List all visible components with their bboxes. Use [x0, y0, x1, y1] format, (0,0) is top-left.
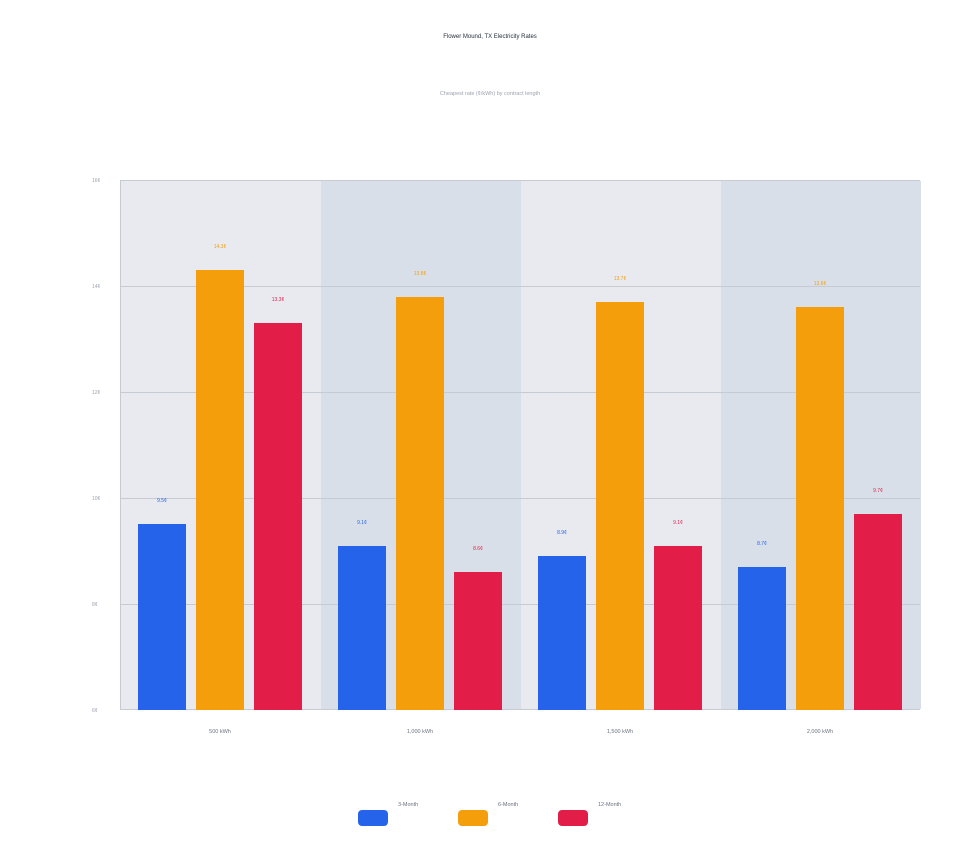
x-label-2000: 2,000 kWh — [806, 729, 834, 735]
bar-value-label: 13.6¢ — [813, 281, 827, 287]
legend-label: 6-Month — [498, 802, 519, 808]
bar-1500-6month — [596, 302, 644, 710]
bar-500-12month — [254, 323, 302, 710]
bar-500-6month — [196, 270, 244, 710]
gridline-10 — [121, 498, 920, 499]
y-tick-6: 6¢ — [92, 708, 98, 714]
bar-1500-12month — [654, 546, 702, 710]
bar-1500-3month — [538, 556, 586, 710]
legend-swatch-3month — [358, 810, 388, 826]
bar-1000-12month — [454, 572, 502, 710]
bar-value-label: 9.1¢ — [357, 520, 367, 526]
legend-label: 12-Month — [598, 802, 622, 808]
bar-value-label: 8.6¢ — [473, 546, 483, 552]
bar-value-label: 13.7¢ — [613, 276, 627, 282]
bar-value-label: 9.1¢ — [673, 520, 683, 526]
bar-value-label: 8.7¢ — [757, 541, 767, 547]
bar-value-label: 9.7¢ — [873, 488, 883, 494]
bar-1000-6month — [396, 297, 444, 710]
y-tick-12: 12¢ — [92, 390, 101, 396]
bar-value-label: 8.9¢ — [557, 530, 567, 536]
bar-value-label: 9.5¢ — [157, 498, 167, 504]
legend-label: 3-Month — [398, 802, 419, 808]
y-tick-8: 8¢ — [92, 602, 98, 608]
bar-2000-12month — [854, 514, 902, 710]
y-tick-16: 16¢ — [92, 178, 101, 184]
chart-title: Flower Mound, TX Electricity Rates — [443, 34, 537, 40]
gridline-8 — [121, 604, 920, 605]
x-label-1500: 1,500 kWh — [606, 729, 634, 735]
y-tick-10: 10¢ — [92, 496, 101, 502]
gridline-14 — [121, 286, 920, 287]
x-label-500: 500 kWh — [209, 729, 231, 735]
legend-swatch-12month — [558, 810, 588, 826]
bar-value-label: 14.3¢ — [213, 244, 227, 250]
bar-500-3month — [138, 524, 186, 710]
bar-2000-3month — [738, 567, 786, 710]
chart-subtitle: Cheapest rate (¢/kWh) by contract length — [439, 91, 541, 97]
bar-value-label: 13.3¢ — [271, 297, 285, 303]
bar-1000-3month — [338, 546, 386, 710]
legend-swatch-6month — [458, 810, 488, 826]
gridline-12 — [121, 392, 920, 393]
y-tick-14: 14¢ — [92, 284, 101, 290]
bar-2000-6month — [796, 307, 844, 710]
bar-value-label: 13.8¢ — [413, 271, 427, 277]
plot-area: 9.5¢ 14.3¢ 13.3¢ 9.1¢ 13.8¢ 8.6¢ 8.9¢ 13… — [120, 180, 921, 710]
x-label-1000: 1,000 kWh — [406, 729, 434, 735]
